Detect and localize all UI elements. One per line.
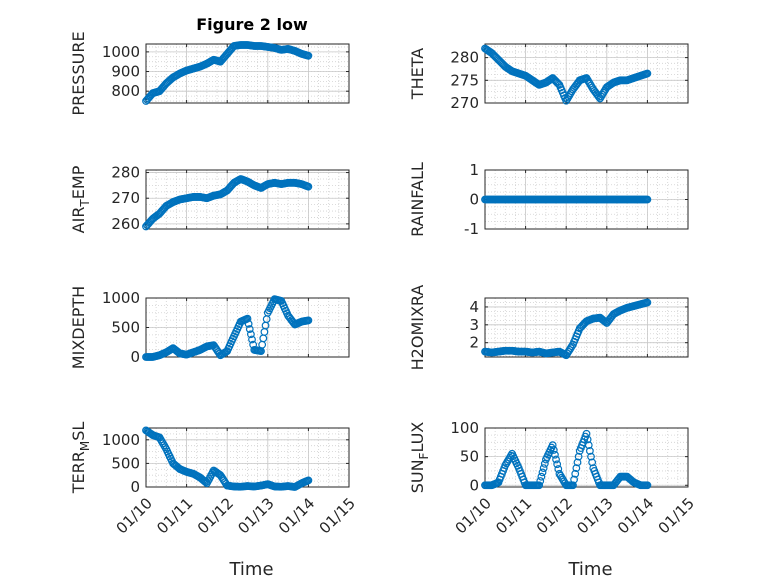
data-point bbox=[569, 481, 577, 490]
y-tick-label: 800 bbox=[111, 82, 140, 100]
subplot-theta: 270 275 280 THETA bbox=[408, 43, 689, 112]
axes-box bbox=[484, 43, 689, 104]
data-point bbox=[551, 450, 559, 459]
data-point bbox=[584, 441, 593, 450]
data-point bbox=[549, 446, 558, 454]
data-point bbox=[582, 429, 591, 438]
x-axis-label: Time bbox=[228, 559, 273, 580]
y-tick-label: 900 bbox=[111, 63, 140, 81]
y-tick-label: 4 bbox=[469, 298, 479, 316]
subplot-h2omixra: 234 H2OMIXRA bbox=[408, 285, 689, 371]
y-tick-label: 0 bbox=[469, 476, 479, 494]
data-point bbox=[573, 458, 582, 467]
data-point bbox=[539, 464, 548, 472]
y-tick-label: 1000 bbox=[102, 431, 140, 449]
y-axis-label: SUNFLUX bbox=[408, 422, 431, 494]
data-point bbox=[244, 319, 253, 328]
axes-box bbox=[145, 169, 350, 230]
data-point bbox=[587, 452, 595, 461]
y-axis-label: RAINFALL bbox=[408, 162, 427, 237]
data-point bbox=[200, 477, 209, 486]
y-axis-label: PRESSURE bbox=[69, 31, 88, 115]
data-point bbox=[554, 465, 563, 473]
subplot-mixdepth: 0 500 1000 MIXDEPTH bbox=[69, 286, 350, 369]
y-tick-label: 100 bbox=[450, 419, 479, 437]
y-tick-label: 275 bbox=[450, 71, 479, 89]
data-point bbox=[540, 459, 549, 468]
data-point bbox=[583, 435, 592, 444]
y-tick-label: 280 bbox=[450, 49, 479, 67]
y-axis-label: MIXDEPTH bbox=[69, 286, 88, 369]
data-point bbox=[537, 472, 546, 481]
y-tick-label: 0 bbox=[130, 478, 140, 496]
data-point bbox=[572, 464, 581, 472]
subplot-air-temp: 260 270 280 AIRTEMP bbox=[69, 164, 350, 233]
y-tick-label: 1000 bbox=[102, 289, 140, 307]
data-point bbox=[304, 316, 313, 325]
figure-title: Figure 2 low bbox=[196, 15, 308, 34]
data-point bbox=[245, 325, 254, 333]
y-tick-label: 280 bbox=[111, 164, 140, 182]
data-point bbox=[585, 447, 594, 455]
data-point bbox=[643, 481, 652, 490]
y-tick-label: 500 bbox=[111, 319, 140, 337]
y-tick-label: 270 bbox=[111, 189, 140, 207]
data-point bbox=[304, 476, 313, 485]
data-point bbox=[553, 460, 562, 469]
y-tick-label: 1 bbox=[469, 161, 479, 179]
y-tick-label: 500 bbox=[111, 454, 140, 472]
y-tick-label: 50 bbox=[460, 448, 479, 466]
y-tick-label: 3 bbox=[469, 316, 479, 334]
y-tick-label: 260 bbox=[111, 215, 140, 233]
y-tick-label: 1000 bbox=[102, 43, 140, 61]
y-tick-label: 0 bbox=[469, 191, 479, 209]
data-point bbox=[588, 458, 597, 467]
data-point bbox=[536, 477, 545, 485]
data-point bbox=[643, 298, 652, 307]
y-tick-label: 0 bbox=[130, 348, 140, 366]
data-point bbox=[643, 69, 652, 78]
y-axis-label: H2OMIXRA bbox=[408, 285, 427, 371]
data-point bbox=[567, 342, 576, 351]
data-point bbox=[552, 455, 560, 464]
data-point bbox=[304, 51, 313, 60]
y-axis-label: TERRMSL bbox=[69, 422, 92, 495]
data-point bbox=[570, 475, 578, 484]
y-tick-label: 270 bbox=[450, 94, 479, 112]
data-point bbox=[304, 182, 313, 191]
data-point bbox=[538, 468, 547, 477]
axes-box bbox=[484, 297, 689, 358]
data-point bbox=[535, 481, 544, 490]
data-point bbox=[246, 330, 255, 339]
y-axis-label: AIRTEMP bbox=[69, 165, 92, 233]
x-axis-label: Time bbox=[567, 559, 612, 580]
y-axis-label: THETA bbox=[408, 48, 427, 100]
data-point bbox=[643, 195, 652, 204]
data-point bbox=[574, 452, 583, 461]
data-point bbox=[243, 314, 252, 323]
data-point bbox=[571, 469, 580, 478]
y-tick-label: -1 bbox=[464, 220, 479, 238]
axes-box bbox=[484, 427, 689, 488]
data-point bbox=[248, 335, 256, 344]
y-tick-label: 2 bbox=[469, 334, 479, 352]
data-point bbox=[548, 441, 557, 450]
subplot-rainfall: -1 0 1 RAINFALL bbox=[408, 161, 689, 238]
data-point bbox=[554, 79, 563, 88]
